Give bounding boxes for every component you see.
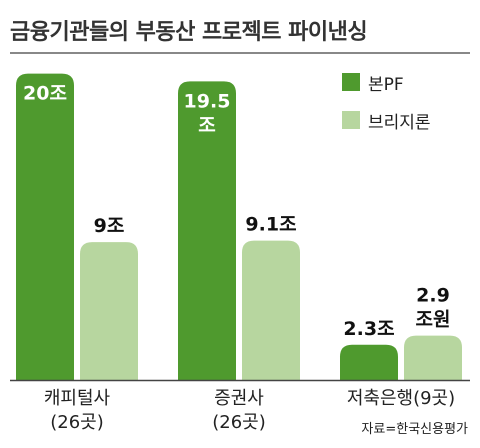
category-label-0: 캐피털사 (44, 388, 111, 409)
legend-item-pf: 본PF (342, 70, 431, 95)
category-label-2: 저축은행(9곳) (347, 388, 455, 409)
data-label-bridge-2-0: 2.9 (416, 285, 450, 307)
category-sublabel-0: (26곳) (50, 412, 104, 433)
data-label-pf-0-0: 20조 (23, 83, 67, 105)
bar-bridge-2 (404, 335, 462, 380)
category-sublabel-1: (26곳) (212, 412, 266, 433)
data-label-pf-2-0: 2.3조 (343, 318, 394, 340)
bar-bridge-0 (80, 242, 138, 380)
chart-title: 금융기관들의 부동산 프로젝트 파이낸싱 (10, 20, 368, 45)
legend-swatch-bridge (342, 111, 360, 129)
legend-item-bridge: 브리지론 (342, 108, 431, 133)
data-label-bridge-0-0: 9조 (94, 215, 125, 237)
legend-label-bridge: 브리지론 (368, 112, 431, 133)
data-label-bridge-1-0: 9.1조 (245, 214, 296, 236)
legend: 본PF 브리지론 (342, 70, 431, 146)
data-label-pf-1-0: 19.5 (184, 90, 231, 112)
data-label-bridge-2-1: 조원 (416, 309, 451, 331)
bar-pf-2 (340, 344, 398, 380)
bar-pf-1 (178, 81, 236, 380)
source-note: 자료=한국신용평가 (361, 422, 468, 437)
category-label-1: 증권사 (214, 388, 264, 409)
data-label-pf-1-1: 조 (198, 114, 215, 136)
bar-pf-0 (16, 73, 74, 380)
legend-swatch-pf (342, 73, 360, 91)
bar-bridge-1 (242, 240, 300, 380)
title-divider (10, 52, 470, 54)
legend-label-pf: 본PF (368, 74, 404, 95)
